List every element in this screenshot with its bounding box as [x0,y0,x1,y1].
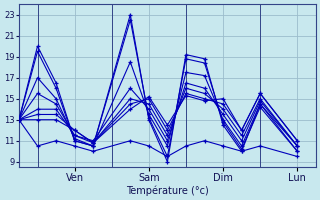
X-axis label: Température (°c): Température (°c) [126,185,209,196]
